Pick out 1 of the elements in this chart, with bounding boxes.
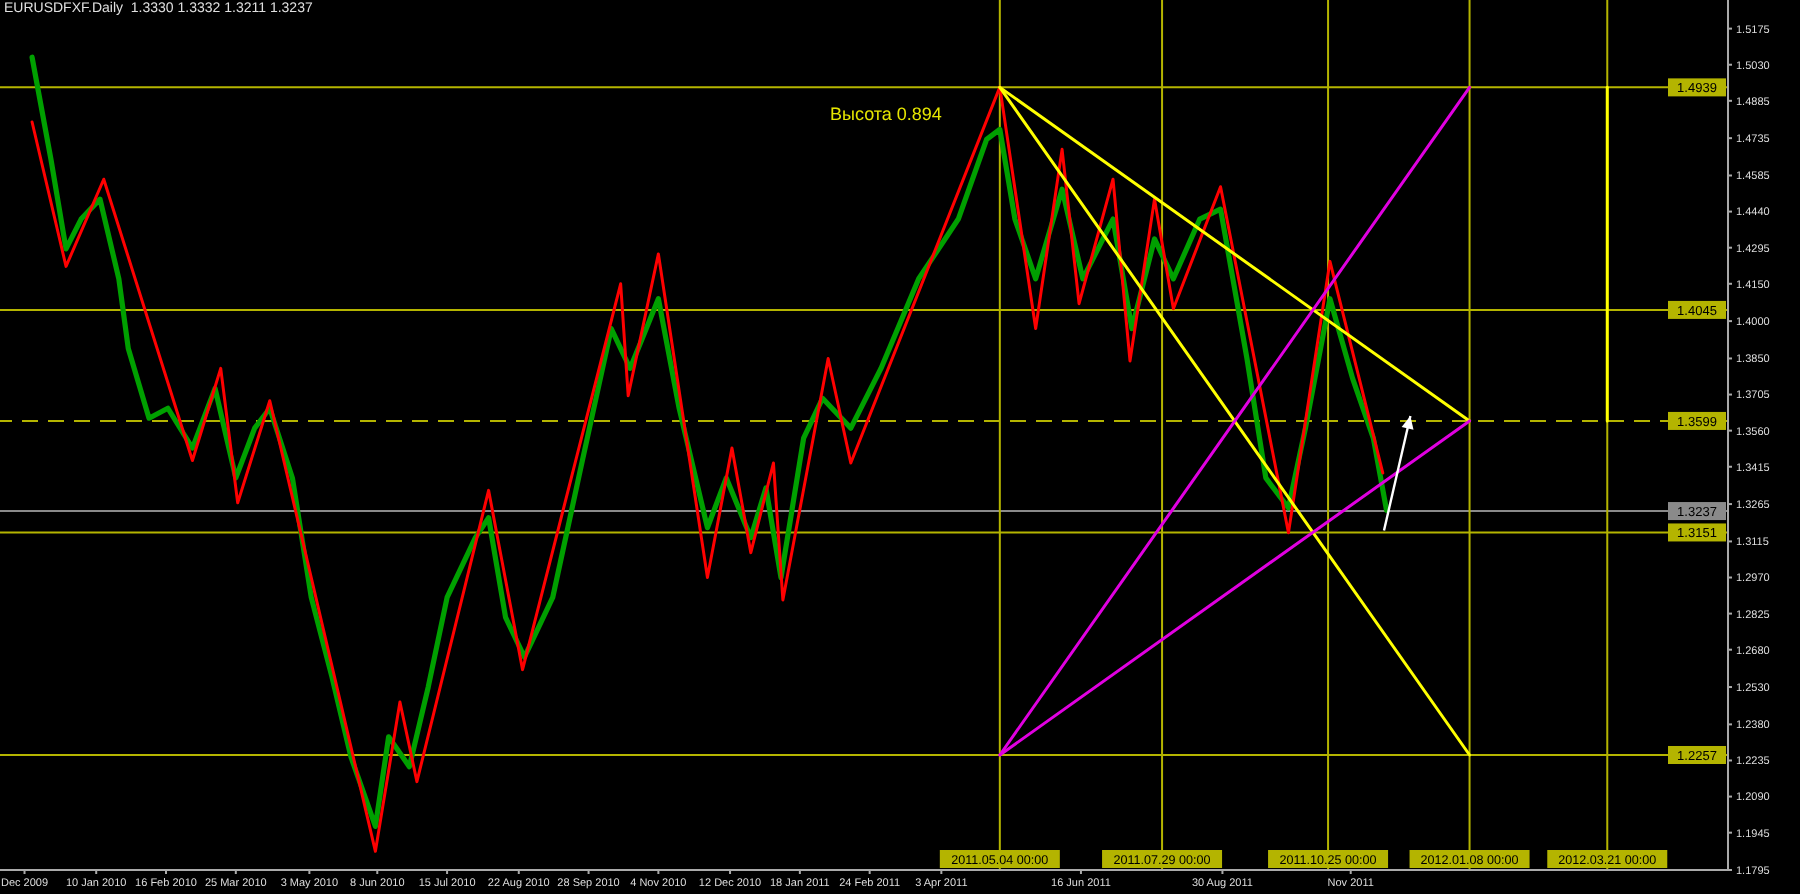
annotation: Высота 0.894 [830, 104, 942, 124]
